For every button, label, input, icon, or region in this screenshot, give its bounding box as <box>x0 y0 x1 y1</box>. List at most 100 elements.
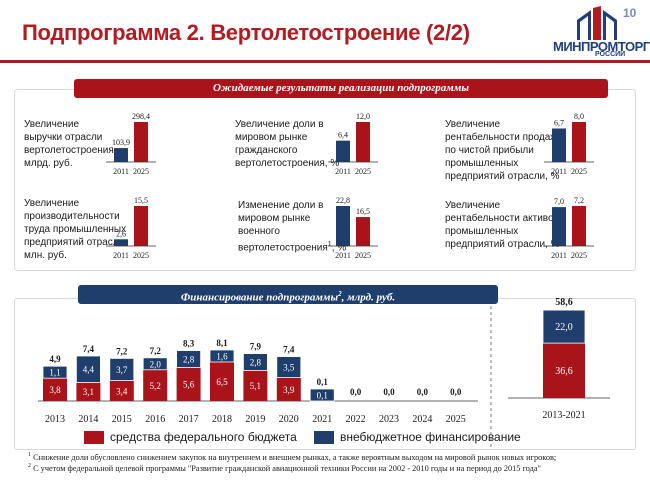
bar-total-label: 7,4 <box>283 345 295 355</box>
indicator-label-line: по чистой прибыли <box>445 145 534 156</box>
x-tick-label: 2021 <box>312 414 332 425</box>
financing-banner: Финансирование подпрограммы2, млрд. руб. <box>78 285 498 304</box>
value-label: 298,4 <box>132 112 150 121</box>
legend-federal-swatch <box>84 431 104 444</box>
year-label: 2011 <box>551 251 567 260</box>
value-label: 7,2 <box>574 196 584 205</box>
bar-extra-label: 2,0 <box>150 359 162 369</box>
year-label: 2025 <box>571 251 587 260</box>
indicator-label-line: Увеличение <box>24 198 80 209</box>
bar-total-label: 8,1 <box>216 338 228 348</box>
indicator-label: Увеличение выручки отрасли вертолетостроен… <box>24 118 117 170</box>
x-tick-label: 2024 <box>412 414 432 425</box>
bar-extra <box>309 388 335 402</box>
indicator-label: Увеличение рентабельности активов промышле… <box>445 199 560 251</box>
indicator-label: Увеличение доли в мировом рынке гражданско… <box>235 118 339 170</box>
bar-total-label: 7,2 <box>116 346 128 356</box>
title-underline <box>0 60 650 63</box>
bar-federal-label: 3,4 <box>116 386 128 396</box>
bar-extra <box>109 357 135 381</box>
summary-extra-label: 22,0 <box>555 322 573 333</box>
bar-2011 <box>336 140 350 162</box>
summary-bar-extra <box>542 309 586 344</box>
results-banner: Ожидаемые результаты реализации подпрогр… <box>74 79 608 98</box>
bar-2025 <box>356 217 370 246</box>
indicator-label-line: Увеличение <box>24 119 80 130</box>
bar-extra <box>142 357 168 371</box>
year-label: 2011 <box>551 167 567 176</box>
legend-extra-swatch <box>314 431 334 444</box>
year-label: 2025 <box>133 251 149 260</box>
bar-extra-label: 3,7 <box>116 365 128 375</box>
footnote-2-num: 2 <box>28 463 31 469</box>
page-number: 10 <box>623 6 637 20</box>
logo-text: МИНПРОМТОРГ <box>553 39 650 54</box>
indicator-label: Увеличение рентабельности продаж по чистой… <box>445 118 560 183</box>
bar-extra-label: 2,8 <box>183 355 195 365</box>
x-tick-label: 2016 <box>145 414 165 425</box>
bar-federal-label: 3,8 <box>49 385 61 395</box>
summary-total-label: 58,6 <box>555 297 573 308</box>
value-label: 103,9 <box>112 138 130 147</box>
bar-total-label: 7,4 <box>83 344 95 354</box>
bar-2011 <box>552 128 566 162</box>
indicator-mini-chart: 22,8 2011 16,5 2025 <box>328 196 378 260</box>
bar-federal-label: 6,5 <box>216 377 228 387</box>
indicator-label-line: труда промышленных <box>24 224 127 235</box>
indicator-label-line: военного <box>238 226 280 237</box>
value-label: 22,8 <box>336 196 350 205</box>
indicator-label-line: Увеличение <box>445 200 501 211</box>
indicator-label-line: млрд. руб. <box>24 158 73 169</box>
footnote-2-text: С учетом федеральной целевой программы "… <box>31 463 541 473</box>
x-tick-label: 2023 <box>379 414 399 425</box>
value-label: 2,6 <box>116 229 126 238</box>
bar-extra-label: 0,1 <box>317 391 328 401</box>
year-label: 2011 <box>335 167 351 176</box>
bar-total-label: 8,3 <box>183 339 195 349</box>
bar-total-label: 0,1 <box>317 377 329 387</box>
bar-federal-label: 3,9 <box>283 385 295 395</box>
bar-2025 <box>134 122 148 162</box>
indicator-label-text: вертолетостроения <box>238 242 328 254</box>
bar-extra-label: 3,5 <box>283 363 295 373</box>
indicator-label-line: вертолетостроения, % <box>235 158 340 169</box>
indicator-label-line: вертолетостроения1, % <box>238 238 346 254</box>
bar-federal-label: 3,1 <box>83 387 94 397</box>
value-label: 15,5 <box>134 196 148 205</box>
year-label: 2025 <box>355 167 371 176</box>
value-label: 16,5 <box>356 207 370 216</box>
indicator-label-line: вертолетостроения, <box>24 145 117 156</box>
bar-federal <box>176 367 201 401</box>
indicator-mini-chart: 103,9 2011 298,4 2025 <box>106 112 156 176</box>
bar-federal <box>109 380 134 401</box>
indicator-label-line: Увеличение доли в <box>235 119 324 130</box>
indicator-label-line: промышленных <box>445 158 519 169</box>
indicator-label-line: мировом рынке <box>238 213 311 224</box>
x-tick-label: 2014 <box>78 414 98 425</box>
indicator-label-line: выручки отрасли <box>24 132 103 143</box>
bar-total-label: 7,2 <box>150 346 162 356</box>
x-tick-label: 2019 <box>245 414 265 425</box>
logo-subtext: РОССИИ <box>595 51 626 58</box>
bar-federal-label: 5,2 <box>150 381 161 391</box>
indicator-label-text: , % <box>331 242 347 254</box>
page-title: Подпрограмма 2. Вертолетостроение (2/2) <box>22 20 470 45</box>
bar-2025 <box>572 122 586 162</box>
bar-total-label: 0,0 <box>417 387 429 397</box>
footnote-2: 2 С учетом федеральной целевой программы… <box>28 463 541 473</box>
financing-title: Финансирование подпрограммы <box>180 291 339 304</box>
year-label: 2025 <box>133 167 149 176</box>
bar-total-label: 0,0 <box>350 387 362 397</box>
bar-federal-label: 5,1 <box>250 381 261 391</box>
indicator-label: Увеличение производительности труда промыш… <box>24 197 127 262</box>
x-tick-label: 2025 <box>446 414 466 425</box>
bar-2025 <box>134 206 148 246</box>
value-label: 6,4 <box>338 131 348 140</box>
x-tick-label: 2015 <box>112 414 132 425</box>
bar-federal <box>276 377 301 401</box>
indicator-label-line: рентабельности продаж <box>445 132 557 143</box>
bar-2025 <box>356 122 370 162</box>
value-label: 6,7 <box>554 119 564 128</box>
footnote-1-text: Снижение доли обусловлено снижением заку… <box>31 452 557 462</box>
